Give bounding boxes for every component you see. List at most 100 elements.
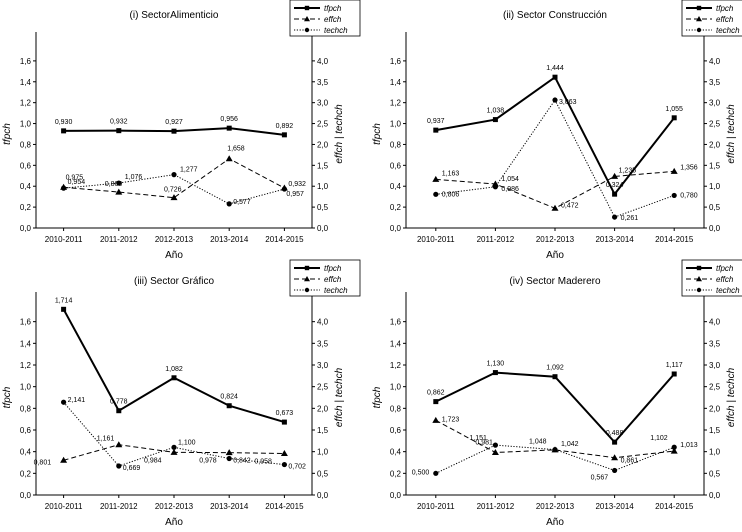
data-point-techch (281, 461, 287, 468)
legend-label-tfpch: tfpch (324, 264, 342, 273)
data-point-effch (280, 449, 288, 456)
data-label-techch: 0,702 (288, 464, 306, 471)
series-line-tfpch (435, 75, 675, 197)
x-tick-label: 2012-2013 (155, 235, 194, 244)
y-tick-label-left: 0,6 (390, 161, 402, 170)
data-point-effch (432, 175, 440, 182)
chart-title: (iv) Sector Maderero (509, 276, 601, 287)
data-label-effch: 1,013 (680, 442, 698, 449)
y-tick-label-left: 1,0 (20, 120, 32, 129)
y-tick-label-right: 2,5 (317, 383, 329, 392)
x-tick-label: 2013-2014 (210, 235, 249, 244)
legend-marker-techch (304, 287, 310, 293)
y-tick-label-right: 3,5 (709, 339, 721, 348)
data-point-tfpch (552, 74, 558, 80)
y-axis-label-left: tfpch (372, 386, 383, 408)
chart-panel: (iv) Sector Maderero 0,0 0,2 0,4 0,6 0,8 1,0 1,… (372, 259, 742, 528)
data-label-techch: 0,567 (591, 474, 609, 481)
data-label-techch: 0,780 (680, 192, 698, 199)
y-tick-label-left: 1,2 (20, 99, 32, 108)
data-label-techch: 1,102 (650, 435, 668, 442)
data-label-effch: 1,054 (501, 176, 519, 183)
data-label-tfpch: 1,055 (665, 106, 683, 113)
legend: tfpch effch techch (681, 0, 742, 37)
y-tick-label-right: 1,0 (317, 448, 329, 457)
y-tick-label-left: 0,4 (20, 448, 32, 457)
data-point-effch (170, 448, 178, 455)
data-point-techch (61, 185, 67, 191)
y-tick-label-right: 4,0 (709, 57, 721, 66)
data-point-tfpch (433, 399, 439, 405)
y-tick-label-left: 0,0 (20, 224, 32, 233)
data-point-effch (611, 172, 619, 179)
y-tick-label-right: 1,0 (709, 182, 721, 191)
x-tick-label: 2010-2011 (417, 235, 455, 244)
legend-marker-effch (304, 16, 310, 22)
series-line-techch (63, 174, 285, 205)
legend-marker-techch (696, 287, 702, 293)
data-point-techch (433, 191, 439, 197)
data-point-effch (491, 448, 499, 455)
data-label-techch: 0,932 (288, 181, 306, 188)
legend-marker-tfpch (696, 5, 702, 11)
legend-marker-effch (696, 16, 702, 22)
y-tick-label-right: 2,5 (709, 120, 721, 129)
legend-marker-effch (696, 276, 702, 282)
data-label-effch: 1,723 (442, 416, 460, 423)
y-axis-label-left: tfpch (2, 123, 13, 145)
series-line-effch (63, 158, 285, 199)
data-point-tfpch (281, 419, 287, 425)
y-tick-label-right: 4,0 (317, 318, 329, 327)
data-label-tfpch: 1,444 (546, 65, 564, 72)
legend-marker-techch (304, 27, 310, 33)
y-tick-label-right: 0,0 (317, 224, 329, 233)
chart-panel: (ii) Sector Construcción 0,0 0,2 0,4 0,6 0,8 1… (372, 0, 742, 261)
data-label-tfpch: 0,673 (276, 410, 294, 417)
data-label-techch: 1,048 (529, 439, 547, 446)
chart-panel: (i) SectorAlimenticio 0,0 0,2 0,4 0,6 0,8 1,0 1… (2, 0, 361, 261)
data-label-tfpch: 0,488 (606, 430, 624, 437)
data-label-tfpch: 0,778 (110, 399, 128, 406)
y-tick-label-right: 2,0 (709, 140, 721, 149)
y-tick-label-left: 0,2 (20, 469, 32, 478)
data-point-tfpch (612, 191, 618, 197)
legend-marker-effch (304, 276, 310, 282)
data-label-techch: 0,986 (501, 186, 519, 193)
y-tick-label-right: 2,0 (317, 140, 329, 149)
data-point-effch (551, 204, 559, 211)
series-line-effch (435, 170, 675, 209)
data-point-effch (670, 447, 678, 454)
data-point-tfpch (226, 125, 232, 131)
data-label-effch: 1,163 (442, 170, 460, 177)
y-tick-label-left: 0,2 (390, 469, 402, 478)
data-point-tfpch (671, 371, 677, 377)
data-label-techch: 0,806 (442, 191, 460, 198)
data-label-tfpch: 1,130 (487, 361, 505, 368)
y-tick-label-left: 0,8 (20, 140, 32, 149)
legend-marker-techch (696, 27, 702, 33)
data-label-effch: 1,356 (680, 164, 698, 171)
data-point-effch (611, 454, 619, 461)
series-line-techch (435, 444, 675, 474)
data-point-techch (171, 172, 177, 178)
data-label-techch: 1,151 (469, 435, 487, 442)
x-tick-label: 2013-2014 (595, 502, 634, 511)
y-tick-label-right: 2,0 (709, 404, 721, 413)
y-tick-label-right: 0,5 (317, 203, 329, 212)
data-point-techch (226, 455, 232, 462)
data-point-tfpch (171, 128, 177, 134)
data-point-techch (492, 442, 498, 448)
data-label-techch: 0,842 (233, 458, 251, 465)
data-point-techch (226, 201, 232, 207)
data-point-effch (115, 441, 123, 448)
data-label-effch: 0,861 (621, 458, 639, 465)
legend: tfpch effch techch (681, 259, 742, 297)
data-label-techch: 0,954 (68, 179, 86, 186)
y-tick-label-right: 1,5 (317, 426, 329, 435)
y-tick-label-left: 0,8 (20, 404, 32, 413)
y-tick-label-left: 1,4 (390, 339, 402, 348)
y-tick-label-right: 1,0 (317, 182, 329, 191)
y-axis-label-right: effch | techch (334, 104, 345, 164)
y-tick-label-right: 2,5 (709, 383, 721, 392)
y-tick-label-left: 1,6 (390, 57, 402, 66)
